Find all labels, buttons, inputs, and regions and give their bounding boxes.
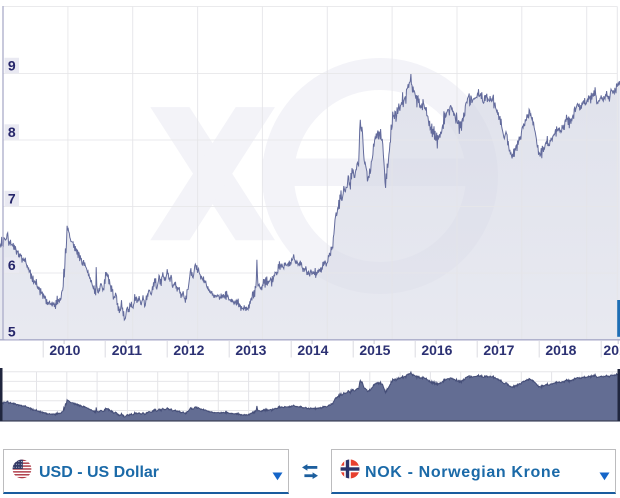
svg-text:2010: 2010 (49, 342, 80, 358)
svg-text:8: 8 (8, 124, 16, 140)
svg-text:2012: 2012 (173, 342, 204, 358)
svg-text:2016: 2016 (421, 342, 452, 358)
svg-text:2018: 2018 (545, 342, 576, 358)
svg-text:2014: 2014 (297, 342, 328, 358)
svg-text:2015: 2015 (359, 342, 390, 358)
svg-text:6: 6 (8, 257, 16, 273)
svg-text:2017: 2017 (483, 342, 514, 358)
svg-text:2011: 2011 (112, 342, 143, 358)
svg-text:9: 9 (8, 57, 16, 73)
svg-text:2013: 2013 (235, 342, 266, 358)
svg-text:5: 5 (8, 323, 16, 339)
svg-text:7: 7 (8, 190, 16, 206)
svg-text:2019: 2019 (603, 342, 620, 358)
